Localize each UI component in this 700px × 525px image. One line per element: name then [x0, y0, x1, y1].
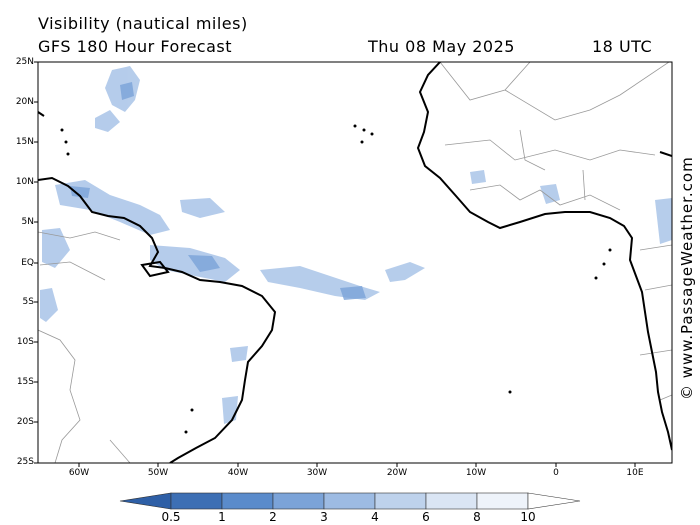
cape-verde-island — [360, 140, 364, 144]
colorbar-swatch — [476, 492, 529, 510]
visibility-patch — [470, 170, 486, 184]
small-islands — [60, 124, 612, 434]
visibility-patch — [120, 82, 134, 100]
africa-coast — [416, 62, 672, 451]
marajo-island — [140, 260, 170, 278]
colorbar — [119, 492, 581, 510]
island — [38, 111, 45, 117]
country-borders — [439, 62, 672, 401]
colorbar-label: 6 — [422, 510, 430, 524]
visibility-patch — [655, 198, 672, 244]
lat-label-5n: 5N — [21, 217, 34, 227]
colorbar-label: 10 — [520, 510, 536, 524]
lon-label-20w: 20W — [386, 468, 408, 478]
border-line — [469, 184, 621, 211]
visibility-patch — [222, 396, 238, 424]
colorbar-label: 8 — [473, 510, 481, 524]
colorbar-swatch — [170, 492, 223, 510]
colorbar-swatch — [425, 492, 478, 510]
colorbar-label: 2 — [269, 510, 277, 524]
border-line — [38, 231, 121, 241]
lon-label-40w: 40W — [227, 468, 249, 478]
lon-label-30w: 30W — [306, 468, 328, 478]
cape-verde-island — [370, 132, 374, 136]
visibility-patch — [42, 228, 70, 268]
lat-label-25s: 25S — [16, 457, 34, 467]
colorbar-label: 4 — [371, 510, 379, 524]
colorbar-label: 3 — [320, 510, 328, 524]
axis-ticks — [34, 61, 636, 467]
island — [184, 430, 188, 434]
lon-label-50w: 50W — [147, 468, 169, 478]
colorbar-arrow-left — [119, 492, 172, 510]
lon-label-10w: 10W — [465, 468, 487, 478]
border-line — [439, 62, 531, 101]
lat-label-15n: 15N — [15, 137, 34, 147]
island — [594, 276, 598, 280]
border-line — [504, 62, 670, 121]
border-line — [644, 284, 672, 291]
lat-label-eq: EQ — [21, 258, 34, 268]
colorbar-swatch — [374, 492, 427, 510]
visibility-patches-dark — [70, 82, 366, 300]
colorbar-swatch — [221, 492, 274, 510]
lat-label-5s: 5S — [22, 297, 34, 307]
cape-verde-island — [353, 124, 357, 128]
island — [60, 128, 64, 132]
border-line — [519, 129, 546, 171]
visibility-patches — [40, 66, 672, 424]
map-frame — [37, 61, 673, 464]
colorbar-swatch — [272, 492, 325, 510]
model-label: GFS 180 Hour Forecast — [38, 37, 233, 56]
coastlines — [38, 62, 672, 463]
cape-verde-island — [362, 128, 366, 132]
forecast-time: 18 UTC — [592, 37, 653, 56]
map-title: Visibility (nautical miles) — [38, 14, 248, 33]
visibility-patch — [540, 184, 560, 204]
island — [508, 390, 512, 394]
border-line — [444, 139, 656, 161]
colorbar-label: 1 — [218, 510, 226, 524]
border-line — [639, 244, 672, 251]
lat-label-25n: 25N — [15, 57, 34, 67]
lat-label-10n: 10N — [15, 177, 34, 187]
island — [190, 408, 194, 412]
border-line — [38, 329, 81, 463]
island — [66, 152, 70, 156]
lon-label-60w: 60W — [68, 468, 90, 478]
border-line — [659, 394, 672, 401]
border-line — [582, 169, 586, 201]
visibility-patch — [188, 255, 220, 272]
island — [64, 140, 68, 144]
visibility-patch — [385, 262, 425, 282]
lon-label-0: 0 — [553, 468, 559, 478]
south-america-coast — [38, 176, 277, 463]
visibility-patch — [180, 198, 225, 218]
colorbar-label: 0.5 — [161, 510, 181, 524]
border-line — [109, 439, 131, 463]
visibility-patch — [40, 288, 58, 322]
island — [602, 262, 606, 266]
colorbar-swatch — [323, 492, 376, 510]
forecast-date: Thu 08 May 2025 — [368, 37, 515, 56]
visibility-patch — [340, 286, 366, 300]
visibility-patch — [70, 186, 90, 198]
island — [608, 248, 612, 252]
lat-label-20n: 20N — [15, 97, 34, 107]
lat-label-15s: 15S — [16, 377, 34, 387]
copyright-text: © www.PassageWeather.com — [678, 156, 696, 400]
africa-coast-east — [659, 151, 672, 157]
colorbar-arrow-right — [527, 492, 581, 510]
border-line — [639, 349, 672, 356]
lat-label-20s: 20S — [16, 417, 34, 427]
border-line — [39, 261, 106, 281]
south-america-borders — [38, 231, 131, 463]
visibility-patch — [230, 346, 248, 362]
lat-label-10s: 10S — [16, 337, 34, 347]
lon-label-10e: 10E — [626, 468, 644, 478]
visibility-patch — [95, 110, 120, 132]
